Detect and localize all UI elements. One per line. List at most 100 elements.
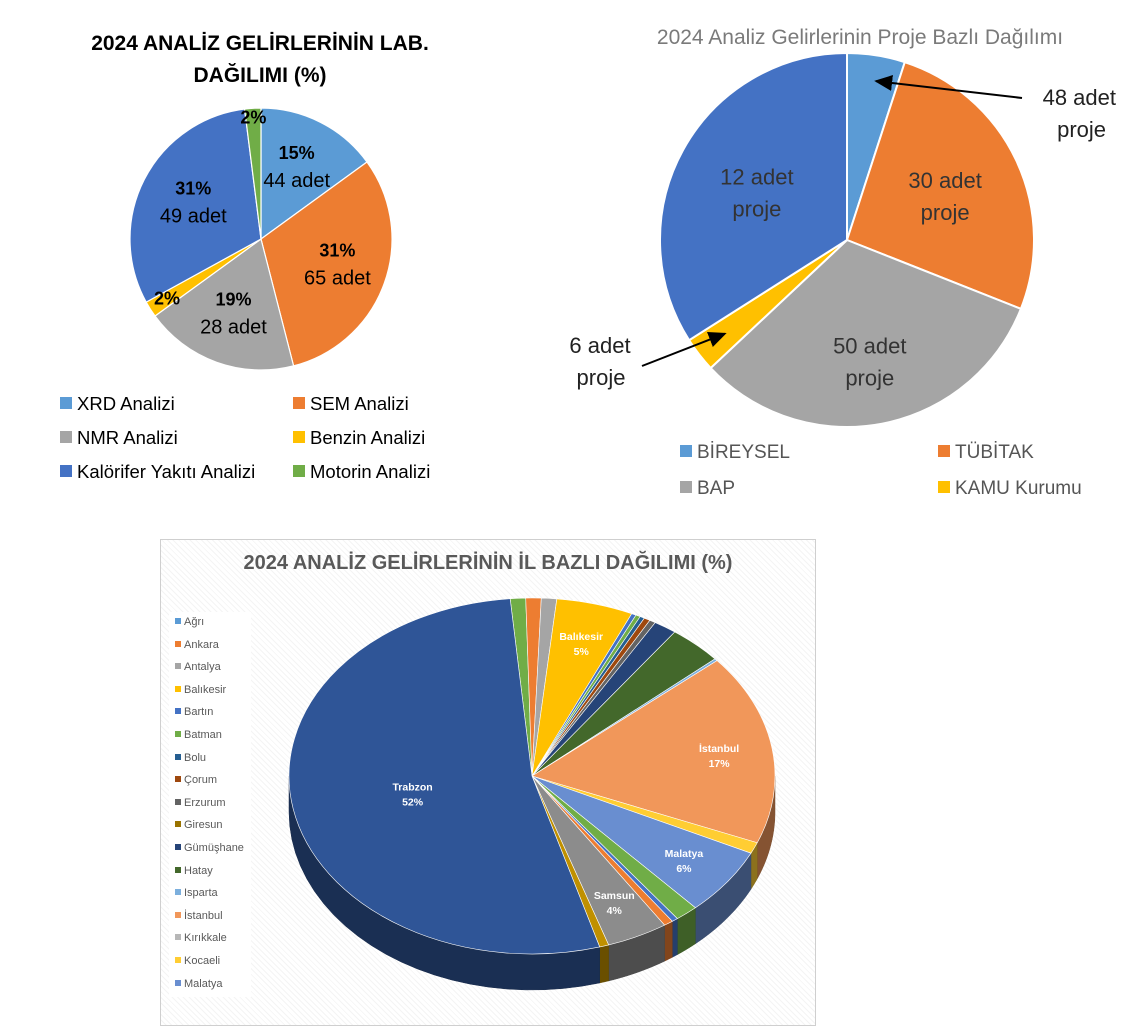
legend-label: Batman xyxy=(184,729,222,741)
chart2-title: 2024 Analiz Gelirlerinin Proje Bazlı Dağ… xyxy=(656,26,1064,49)
legend-label: Kalörifer Yakıtı Analizi xyxy=(77,461,256,482)
legend-swatch xyxy=(175,708,181,715)
chart3-legend-item: Giresun xyxy=(175,819,223,831)
legend-swatch xyxy=(175,753,181,760)
legend-label: BİREYSEL xyxy=(697,442,790,463)
legend-label: Ankara xyxy=(184,638,219,651)
legend-label: Balıkesir xyxy=(184,683,227,696)
chart1-legend-item: Motorin Analizi xyxy=(293,461,430,483)
legend-label: Gümüşhane xyxy=(184,842,244,854)
legend-swatch xyxy=(175,821,181,828)
legend-label: BAP xyxy=(697,478,736,499)
chart1-count-label: 44 adet xyxy=(263,170,330,192)
chart1-legend-item: XRD Analizi xyxy=(60,393,175,415)
chart3-legend-item: Çorum xyxy=(175,774,217,786)
legend-label: Çorum xyxy=(184,774,218,787)
chart1-slice-3 xyxy=(145,238,262,317)
legend-swatch xyxy=(175,640,181,647)
chart1-title-line1: 2024 ANALİZ GELİRLERİNİN LAB. xyxy=(91,32,429,55)
chart2-callout-label: proje xyxy=(577,365,626,390)
legend-label: Bolu xyxy=(184,751,207,764)
chart3-legend-item: Bolu xyxy=(175,752,206,764)
legend-swatch xyxy=(175,934,181,941)
legend-label: KAMU Kurumu xyxy=(955,478,1082,499)
legend-label: XRD Analizi xyxy=(77,393,175,414)
chart2-arrow-bireysel xyxy=(874,75,1023,99)
legend-swatch xyxy=(680,480,692,493)
legend-label: Kocaeli xyxy=(184,955,221,967)
legend-swatch xyxy=(175,957,181,964)
legend-swatch xyxy=(293,465,305,478)
legend-swatch xyxy=(175,798,181,805)
legend-label: Kırıkkale xyxy=(184,932,227,945)
chart3-legend-item: Batman xyxy=(175,729,222,741)
chart2-slice-label: 30 adet xyxy=(908,168,981,193)
chart2-slice-label: 50 adet xyxy=(833,333,906,358)
chart1-count-label: 28 adet xyxy=(200,316,267,338)
legend-label: Erzurum xyxy=(184,796,226,809)
chart1-legend-item: Kalörifer Yakıtı Analizi xyxy=(60,461,255,483)
chart3-legend-item: Antalya xyxy=(175,661,221,673)
chart1-slice-0 xyxy=(260,107,368,241)
chart3-legend-item: Ankara xyxy=(175,639,219,651)
chart3-legend-item: İstanbul xyxy=(175,910,223,922)
legend-label: Malatya xyxy=(184,977,223,990)
legend-swatch xyxy=(175,844,181,851)
chart1-slice-4 xyxy=(129,108,262,303)
legend-label: İstanbul xyxy=(184,909,223,922)
legend-label: Ağrı xyxy=(184,616,205,628)
chart3-title: 2024 ANALİZ GELİRLERİNİN İL BAZLI DAĞILI… xyxy=(243,552,733,574)
chart1-percent-label: 2% xyxy=(154,289,180,309)
legend-swatch xyxy=(175,889,181,896)
chart3-legend-item: Bartın xyxy=(175,706,213,718)
chart1-legend-item: SEM Analizi xyxy=(293,393,409,415)
chart3-legend-item: Erzurum xyxy=(175,797,226,809)
chart1-slice-1 xyxy=(260,161,393,367)
chart2-slice-1 xyxy=(845,60,1035,311)
legend-label: NMR Analizi xyxy=(77,427,178,448)
chart2-slice-2 xyxy=(709,238,1023,428)
chart3-container: 2024 ANALİZ GELİRLERİNİN İL BAZLI DAĞILI… xyxy=(160,539,816,1026)
chart1-percent-label: 31% xyxy=(319,241,355,261)
legend-label: Bartın xyxy=(184,706,214,719)
chart2-callout-label: proje xyxy=(1057,117,1106,142)
legend-swatch xyxy=(175,618,181,625)
legend-swatch xyxy=(175,685,181,692)
chart1-count-label: 49 adet xyxy=(160,206,227,228)
legend-swatch xyxy=(175,911,181,918)
chart2-callout-label: 6 adet xyxy=(569,333,630,358)
legend-swatch xyxy=(60,465,72,478)
legend-swatch xyxy=(680,444,692,457)
chart3-legend-item: Balıkesir xyxy=(175,684,226,696)
chart3-legend-item: Malatya xyxy=(175,978,223,990)
legend-label: Isparta xyxy=(184,887,218,900)
chart2-slice-label: 12 adet xyxy=(720,164,793,189)
legend-label: Motorin Analizi xyxy=(310,461,431,482)
legend-label: SEM Analizi xyxy=(310,393,409,414)
legend-swatch xyxy=(175,866,181,873)
chart1-percent-label: 2% xyxy=(240,107,266,127)
chart3-legend-item: Gümüşhane xyxy=(175,842,244,854)
chart2-slice-label: proje xyxy=(845,365,894,390)
chart1-slice-2 xyxy=(154,237,295,371)
legend-label: Antalya xyxy=(184,661,221,674)
legend-label: Benzin Analizi xyxy=(310,427,426,448)
chart3-legend: Ağrı Ankara Antalya Balıkesir Bartın Batman Bo… xyxy=(169,612,251,997)
legend-swatch xyxy=(175,979,181,986)
chart2-slice-4 xyxy=(659,51,848,342)
chart2-slice-0 xyxy=(846,51,907,241)
legend-swatch xyxy=(293,397,305,410)
legend-swatch xyxy=(175,731,181,738)
chart1-title: 2024 ANALİZ GELİRLERİNİN LAB. DAĞILIMI (… xyxy=(40,28,480,92)
legend-swatch xyxy=(175,776,181,783)
chart2-callout-label: 48 adet xyxy=(1043,85,1116,110)
chart1-legend-item: Benzin Analizi xyxy=(293,427,425,449)
chart3-legend-item: Kırıkkale xyxy=(175,932,227,944)
legend-swatch xyxy=(293,431,305,444)
legend-label: Giresun xyxy=(184,819,223,832)
chart3-legend-item: Hatay xyxy=(175,865,213,877)
chart1-title-line2: DAĞILIMI (%) xyxy=(193,64,327,87)
chart2-legend-item: BAP xyxy=(680,478,735,500)
chart1-percent-label: 15% xyxy=(279,143,315,163)
legend-swatch xyxy=(938,480,950,493)
